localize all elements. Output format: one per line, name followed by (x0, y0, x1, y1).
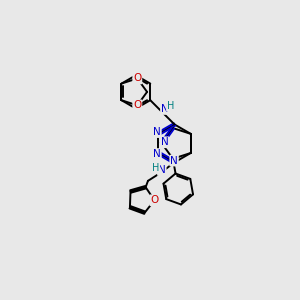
Text: N: N (158, 165, 166, 175)
Text: O: O (133, 100, 141, 110)
Text: N: N (161, 137, 168, 147)
Text: N: N (153, 149, 161, 159)
Text: N: N (170, 156, 178, 166)
Text: H: H (167, 101, 174, 111)
Text: N: N (153, 127, 161, 137)
Text: O: O (150, 195, 159, 205)
Text: H: H (152, 163, 159, 173)
Text: O: O (133, 74, 141, 83)
Text: N: N (161, 104, 169, 114)
